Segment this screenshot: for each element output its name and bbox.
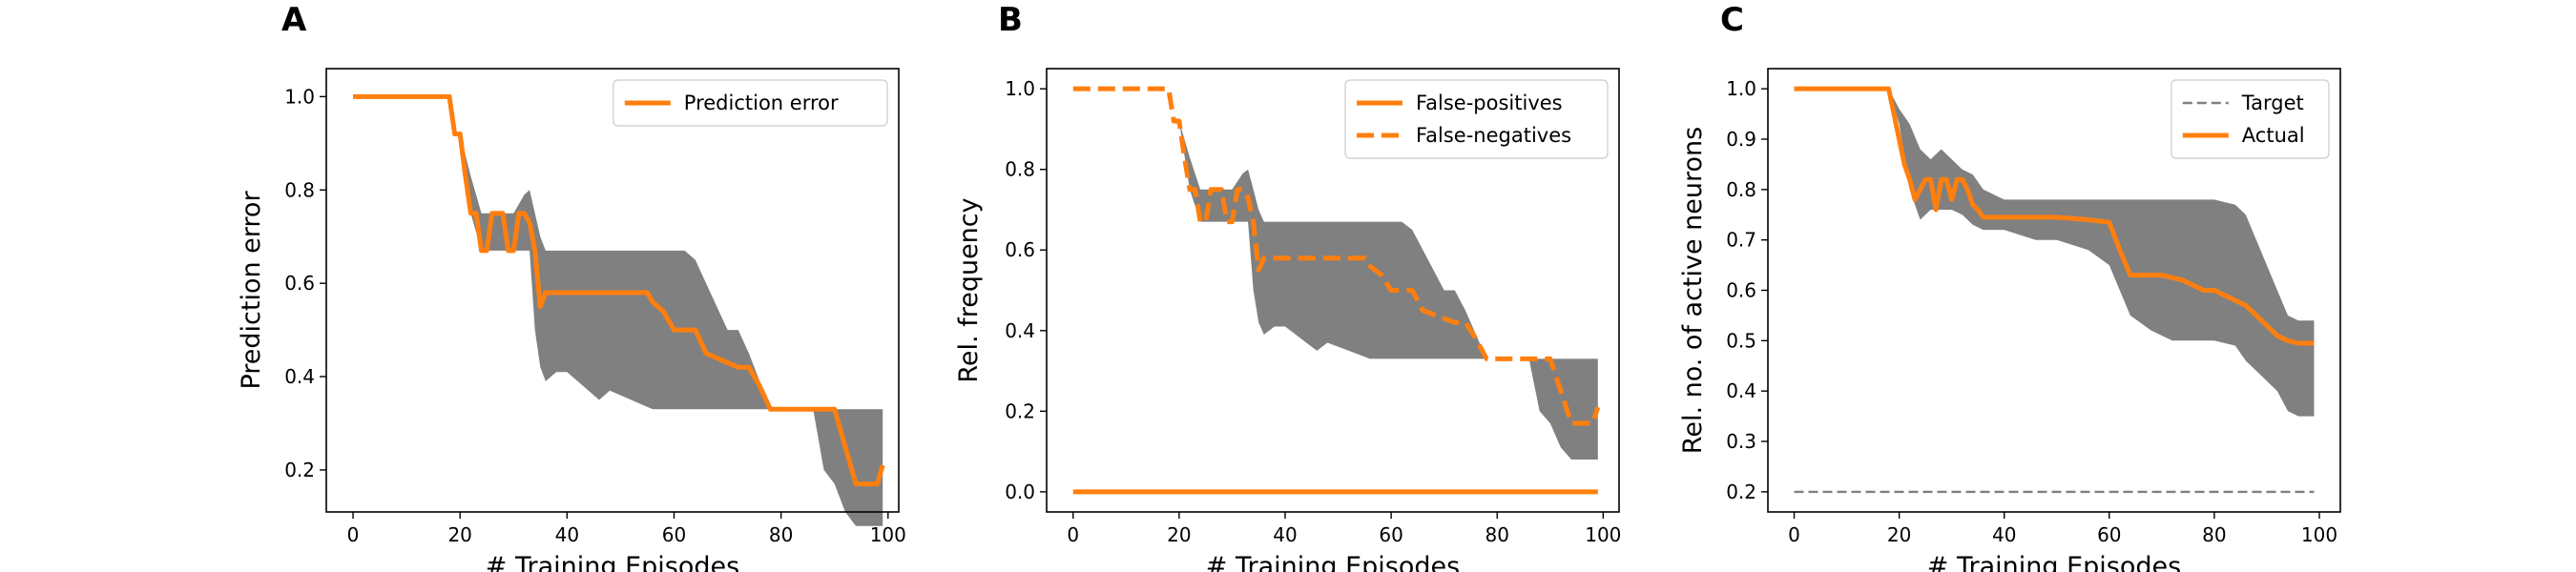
- panel-a-legend: Prediction error: [613, 79, 888, 127]
- panel-a-series-0-line: [353, 93, 885, 487]
- panel-c-ytick-label: 0.8: [1726, 178, 1756, 201]
- panel-a-xlabel: # Training Episodes: [486, 552, 739, 572]
- panel-a-band: [353, 96, 883, 526]
- panel-b-ytick-label: 0.8: [1005, 158, 1035, 181]
- panel-c-xtick-label: 0: [1788, 523, 1800, 546]
- panel-a-ticks: 0 20 40 60 80 100 0.2 0.4 0.6 0.8 1.0: [284, 85, 906, 546]
- panel-b-xtick-label: 100: [1585, 523, 1621, 546]
- panel-c-ytick-label: 0.6: [1726, 279, 1756, 302]
- panel-a: A 0 20 40 60 80 100 0.2 0.4 0.6 0.8 1.0 Prediction…: [237, 1, 906, 572]
- panel-c-legend-box: [2171, 79, 2330, 159]
- panel-letter-c: C: [1720, 1, 1744, 39]
- panel-letter-b: B: [998, 1, 1023, 39]
- panel-a-xtick-label: 20: [447, 523, 471, 546]
- panel-c-xlabel: # Training Episodes: [1927, 552, 2181, 572]
- panel-b-ytick-label: 1.0: [1005, 77, 1035, 100]
- panel-c-xtick-label: 100: [2301, 523, 2337, 546]
- panel-c-legend-label: Target: [2241, 92, 2304, 114]
- panel-a-xtick-label: 0: [347, 523, 360, 546]
- panel-b-legend-label: False-negatives: [1416, 124, 1571, 147]
- panel-b-legend-label: False-positives: [1416, 92, 1563, 114]
- panel-c-legend: Target Actual: [2171, 79, 2330, 159]
- panel-a-axes-frame: [325, 68, 900, 513]
- panel-b-band: [1072, 89, 1598, 460]
- panel-c-ytick-label: 0.4: [1726, 379, 1756, 402]
- panel-a-xtick-label: 40: [555, 523, 579, 546]
- panel-b-range-band: [1072, 89, 1598, 460]
- panel-c-band: [1794, 89, 2315, 417]
- panel-a-legend-box: [613, 79, 888, 127]
- panel-b-xtick-label: 60: [1379, 523, 1402, 546]
- panel-b-xtick-label: 20: [1167, 523, 1191, 546]
- panel-c-ytick-label: 0.2: [1726, 480, 1756, 503]
- panel-c-ytick-label: 0.9: [1726, 128, 1756, 151]
- panel-c-xtick-label: 20: [1887, 523, 1911, 546]
- panel-c-legend-label: Actual: [2242, 124, 2305, 147]
- panel-a-range-band: [353, 96, 883, 526]
- panel-a-lines: [353, 93, 885, 487]
- panel-c-lines: [1794, 86, 2315, 494]
- panel-b-ticks: 0 20 40 60 80 100 0.0 0.2 0.4 0.6 0.8 1.0: [1005, 77, 1621, 546]
- panel-b-xlabel: # Training Episodes: [1206, 552, 1460, 572]
- panel-c-ylabel: Rel. no. of active neurons: [1678, 127, 1708, 454]
- panel-b-axes-frame: [1046, 68, 1620, 513]
- panel-a-ytick-label: 0.6: [284, 272, 315, 295]
- panel-b-series-1-line: [1072, 86, 1601, 426]
- panel-a-ytick-label: 0.8: [284, 178, 315, 201]
- panel-c-ytick-label: 1.0: [1726, 77, 1756, 100]
- panel-b-xtick-label: 80: [1485, 523, 1508, 546]
- panel-c-ticks: 0 20 40 60 80 100 0.2 0.3 0.4 0.5 0.6 0.7 0.8 0.9 1.0: [1726, 77, 2337, 546]
- panel-c-xtick-label: 60: [2097, 523, 2121, 546]
- panel-a-legend-label: Prediction error: [684, 92, 839, 114]
- panel-a-ytick-label: 0.4: [284, 365, 315, 388]
- panel-c-ytick-label: 0.3: [1726, 430, 1756, 453]
- panel-letter-a: A: [281, 1, 307, 39]
- panel-b-ytick-label: 0.0: [1005, 480, 1035, 503]
- panel-a-xtick-label: 60: [662, 523, 686, 546]
- panel-c-ytick-label: 0.5: [1726, 329, 1756, 352]
- panel-c-ytick-label: 0.7: [1726, 229, 1756, 252]
- panel-b-ytick-label: 0.4: [1005, 319, 1035, 342]
- panel-b-ytick-label: 0.6: [1005, 238, 1035, 261]
- panel-b-ylabel: Rel. frequency: [954, 197, 984, 382]
- panel-a-ytick-label: 0.2: [284, 459, 315, 481]
- panel-b-ytick-label: 0.2: [1005, 399, 1035, 422]
- panel-b-legend-box: [1344, 79, 1609, 159]
- panel-c: C 0 20 40 60 80 100 0.2 0.3 0.4 0.5 0.6 0.7 0.8 0.9 1.…: [1678, 1, 2341, 572]
- panel-c-xtick-label: 40: [1992, 523, 2016, 546]
- panel-c-xtick-label: 80: [2202, 523, 2226, 546]
- panel-b-xtick-label: 40: [1273, 523, 1297, 546]
- panel-a-xtick-label: 80: [769, 523, 793, 546]
- panel-a-xtick-label: 100: [870, 523, 906, 546]
- panel-b-legend: False-positives False-negatives: [1344, 79, 1609, 159]
- panel-b-xtick-label: 0: [1067, 523, 1079, 546]
- panel-c-series-1-line: [1794, 86, 2315, 346]
- panel-b: B 0 20 40 60 80 100 0.0 0.2 0.4 0.6 0.8 1.0 Rel. fr…: [954, 1, 1621, 572]
- panel-b-lines: [1072, 86, 1601, 495]
- panel-c-range-band: [1794, 89, 2315, 417]
- panel-a-ytick-label: 1.0: [284, 85, 315, 108]
- panel-a-ylabel: Prediction error: [237, 191, 266, 390]
